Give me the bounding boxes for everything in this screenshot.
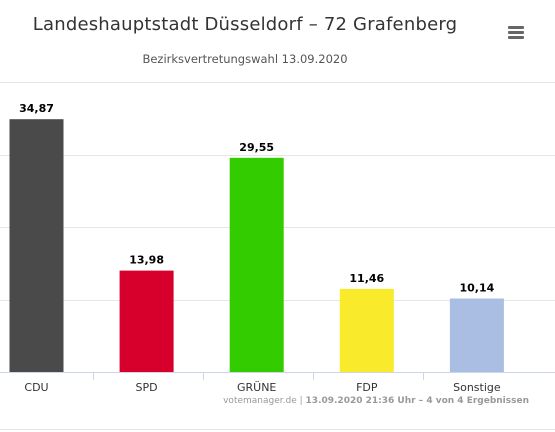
x-tick-label: CDU xyxy=(24,381,48,394)
menu-line xyxy=(508,36,524,39)
data-label: 34,87 xyxy=(19,102,54,115)
credits-footer: votemanager.de | 13.09.2020 21:36 Uhr – … xyxy=(223,396,529,406)
data-label: 29,55 xyxy=(239,141,274,154)
x-tick-label: GRÜNE xyxy=(237,381,276,394)
data-label: 10,14 xyxy=(460,282,495,295)
bar-cdu[interactable] xyxy=(9,119,64,372)
data-label-layer: 34,87 13,98 29,55 11,46 10,14 xyxy=(19,102,495,294)
x-tick-label: FDP xyxy=(356,381,378,394)
menu-line xyxy=(508,31,524,34)
x-tick-label: Sonstige xyxy=(453,381,501,394)
credits-detail: 13.09.2020 21:36 Uhr – 4 von 4 Ergebniss… xyxy=(305,396,529,406)
bar-gr-ne[interactable] xyxy=(229,157,284,372)
bar-sonstige[interactable] xyxy=(449,298,504,373)
hamburger-menu-icon[interactable] xyxy=(500,18,534,48)
bottom-divider xyxy=(0,429,555,430)
menu-line xyxy=(508,26,524,29)
bar-fdp[interactable] xyxy=(339,288,394,372)
credits-separator: | xyxy=(299,396,303,406)
x-tick-label: SPD xyxy=(136,381,158,394)
data-label: 13,98 xyxy=(129,254,164,267)
credits-source-link[interactable]: votemanager.de xyxy=(223,396,297,406)
bar-spd[interactable] xyxy=(119,270,174,372)
x-axis: CDU SPD GRÜNE FDP Sonstige xyxy=(0,372,555,394)
data-label: 11,46 xyxy=(349,272,384,285)
chart-title: Landeshauptstadt Düsseldorf – 72 Grafenb… xyxy=(32,14,458,35)
chart-subtitle: Bezirksvertretungswahl 13.09.2020 xyxy=(142,52,348,66)
bar-layer xyxy=(9,119,504,373)
